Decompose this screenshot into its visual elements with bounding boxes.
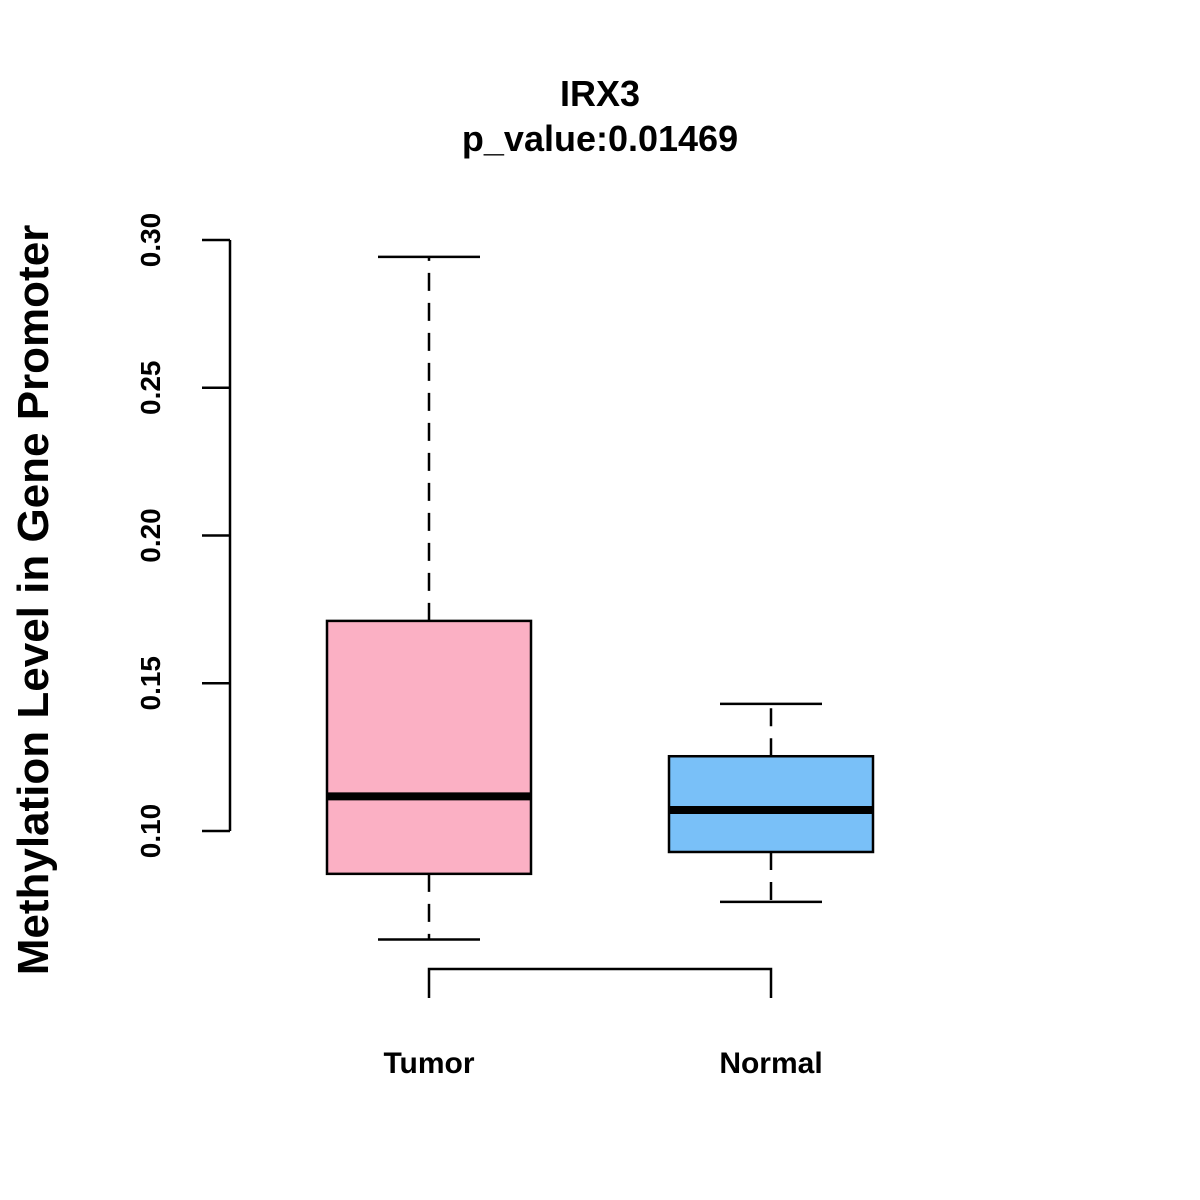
y-tick-label: 0.20 <box>135 508 166 563</box>
y-tick-label: 0.10 <box>135 804 166 859</box>
y-tick-label: 0.25 <box>135 361 166 416</box>
boxes <box>325 255 875 941</box>
x-category-label: Normal <box>719 1047 822 1080</box>
chart-subtitle: p_value:0.01469 <box>462 118 738 159</box>
chart-title: IRX3 <box>560 73 640 114</box>
y-axis-label: Methylation Level in Gene Promoter <box>9 225 58 976</box>
comparison-bracket <box>427 967 773 998</box>
y-axis: 0.10 0.15 0.20 0.25 0.30 <box>135 213 232 859</box>
box-iqr <box>667 754 875 854</box>
y-tick-label: 0.30 <box>135 213 166 268</box>
y-tick-label: 0.15 <box>135 656 166 711</box>
x-category-labels: Tumor Normal <box>383 1047 822 1080</box>
bracket-line <box>427 967 773 998</box>
box-iqr <box>325 619 533 876</box>
x-category-label: Tumor <box>383 1047 474 1080</box>
